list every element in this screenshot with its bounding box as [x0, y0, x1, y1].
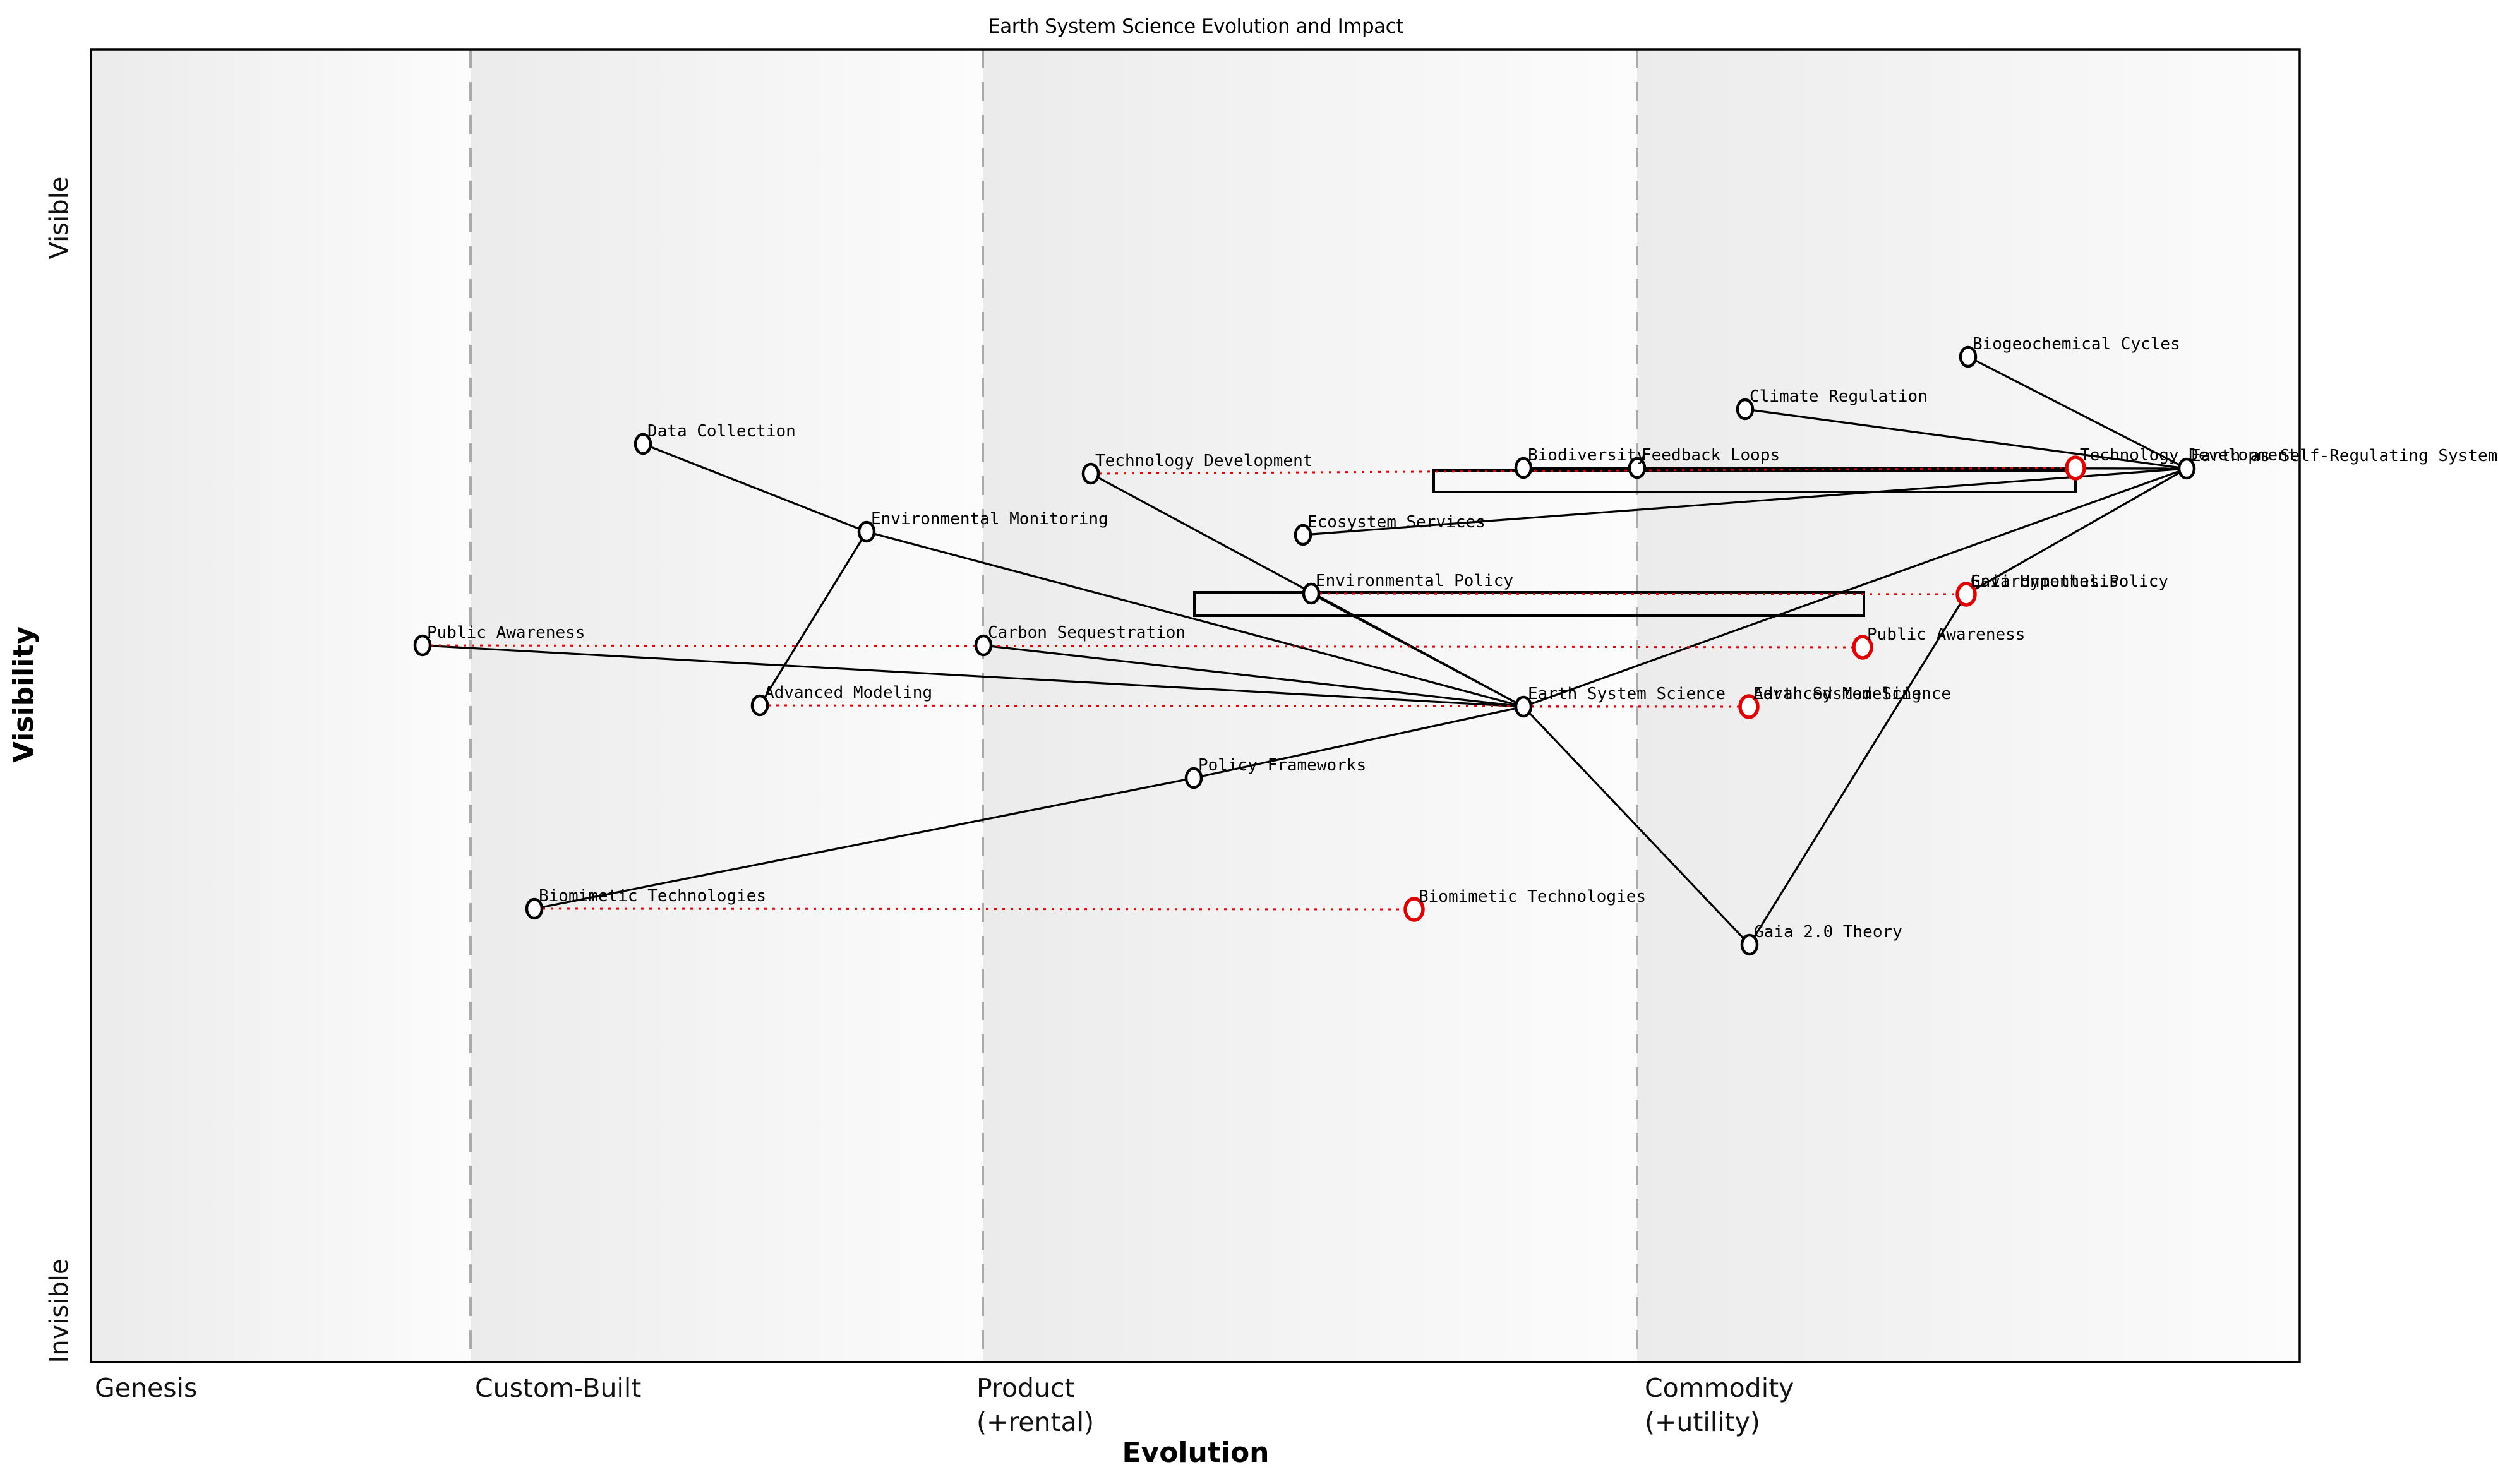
node-carbon-sequestration	[974, 634, 993, 657]
evolved-label-policy-gaia-evolved-1: Environmental Policy	[1971, 572, 2168, 591]
node-earth-system-science	[1514, 695, 1533, 718]
label-environmental-monitoring: Environmental Monitoring	[871, 510, 1108, 529]
x-axis-label: Evolution	[1122, 1437, 1269, 1469]
label-gaia-2-0-theory: Gaia 2.0 Theory	[1754, 923, 1902, 942]
edge-policy-gaia-evolved--self-regulating-system	[1966, 467, 2187, 595]
node-technology-development	[1081, 462, 1100, 485]
label-self-regulating-system: Earth as Self-Regulating System	[2191, 446, 2497, 465]
evolve-line-public-awareness	[422, 644, 1863, 649]
edge-environmental-policy--earth-system-science	[1311, 592, 1524, 708]
pipelines	[1193, 469, 2077, 617]
evolved-label-biomimetic-evolved-0: Biomimetic Technologies	[1419, 887, 1646, 906]
evolved-label-public-awareness-evolved-0: Public Awareness	[1867, 625, 2025, 644]
edge-biomimetic-technologies--policy-frameworks	[534, 777, 1194, 910]
label-feedback-loops: Feedback Loops	[1642, 446, 1780, 465]
component-labels: Data Collection Environmental Monitoring P…	[427, 335, 2497, 942]
component-nodes	[413, 345, 2196, 956]
stage-label-genesis: Genesis	[95, 1373, 197, 1403]
label-climate-regulation: Climate Regulation	[1750, 387, 1928, 406]
evolved-node-modeling-science-evolved	[1738, 694, 1760, 719]
node-gaia-2-0-theory	[1740, 933, 1759, 956]
edge-earth-system-science--self-regulating-system	[1523, 467, 2187, 708]
stage-band	[471, 49, 983, 1362]
node-feedback-loops	[1628, 457, 1647, 479]
edge-carbon-sequestration--earth-system-science	[983, 644, 1524, 708]
node-policy-frameworks	[1184, 767, 1203, 789]
edge-data-collection--environmental-monitoring	[642, 443, 867, 533]
label-carbon-sequestration: Carbon Sequestration	[988, 623, 1186, 642]
node-biodiversity	[1514, 457, 1533, 479]
y-axis-label: Visibility	[8, 626, 40, 763]
edge-environmental-monitoring--earth-system-science	[866, 530, 1524, 708]
label-biogeochemical-cycles: Biogeochemical Cycles	[1973, 335, 2180, 354]
edge-climate-regulation--self-regulating-system	[1744, 408, 2187, 470]
stage-band	[1637, 49, 2300, 1362]
node-environmental-policy	[1302, 582, 1321, 605]
node-self-regulating-system	[2177, 457, 2196, 480]
label-earth-system-science: Earth System Science	[1528, 685, 1726, 703]
label-biodiversity: Biodiversity	[1528, 446, 1647, 465]
stage-boundary-lines	[469, 49, 1638, 1362]
label-ecosystem-services: Ecosystem Services	[1307, 513, 1486, 532]
node-climate-regulation	[1736, 398, 1755, 421]
stage-band	[91, 49, 471, 1362]
evolved-label-technology-development-evolved-0: Technology Development	[2080, 446, 2297, 465]
technology-development-pipeline	[1432, 469, 2077, 493]
node-biogeochemical-cycles	[1959, 345, 1978, 368]
stage-label-product: Product	[976, 1373, 1075, 1403]
plot-border	[90, 48, 2301, 1363]
label-environmental-policy: Environmental Policy	[1316, 571, 1513, 590]
stage-label-commodity: Commodity	[1645, 1373, 1794, 1403]
stage-label-custom-built: Custom-Built	[475, 1373, 641, 1403]
label-advanced-modeling: Advanced Modeling	[764, 683, 932, 702]
node-data-collection	[634, 433, 652, 455]
stage-sublabel-commodity: (+utility)	[1645, 1407, 1760, 1437]
evolved-node-policy-gaia-evolved	[1955, 582, 1977, 607]
evolved-node-biomimetic-evolved	[1403, 897, 1425, 922]
y-tick-invisible: Invisible	[45, 1259, 74, 1363]
edge-biogeochemical-cycles--self-regulating-system	[1967, 356, 2187, 470]
edge-ecosystem-services--self-regulating-system	[1302, 467, 2187, 536]
stage-tick-labels: Genesis Custom-Built Product (+rental) Commo…	[95, 1373, 1794, 1437]
evolved-label-modeling-science-evolved-0: Advanced Modeling	[1753, 685, 1921, 703]
evolved-node-public-awareness-evolved	[1852, 635, 1873, 660]
edge-gaia-2-0-theory--policy-gaia-evolved	[1748, 594, 1967, 945]
environmental-policy-pipeline	[1193, 591, 1865, 617]
node-advanced-modeling	[750, 694, 769, 717]
evolve-lines	[422, 467, 2076, 911]
y-tick-visible: Visible	[45, 177, 74, 260]
label-biomimetic-technologies: Biomimetic Technologies	[539, 887, 766, 906]
chart-title: Earth System Science Evolution and Impac…	[988, 15, 1403, 38]
edge-policy-frameworks--earth-system-science	[1193, 705, 1524, 779]
edge-earth-system-science--gaia-2-0-theory	[1522, 705, 1751, 946]
label-technology-development: Technology Development	[1095, 452, 1312, 470]
stage-sublabel-product: (+rental)	[976, 1407, 1094, 1437]
label-policy-frameworks: Policy Frameworks	[1198, 756, 1366, 775]
evolve-line-advanced-modeling	[759, 704, 1750, 708]
label-data-collection: Data Collection	[647, 422, 796, 441]
node-public-awareness	[413, 634, 432, 657]
evolved-node-technology-development-evolved	[2065, 455, 2086, 481]
edge-public-awareness--earth-system-science	[422, 644, 1524, 708]
evolved-label-modeling-science-evolved-1: Earth System Science	[1753, 685, 1951, 703]
edge-environmental-monitoring--advanced-modeling	[759, 531, 868, 706]
node-ecosystem-services	[1294, 524, 1312, 546]
label-public-awareness: Public Awareness	[427, 623, 585, 642]
node-biomimetic-technologies	[525, 897, 544, 920]
evolved-label-policy-gaia-evolved-0: Gaia Hypothesis	[1971, 572, 2119, 591]
node-environmental-monitoring	[857, 520, 876, 543]
